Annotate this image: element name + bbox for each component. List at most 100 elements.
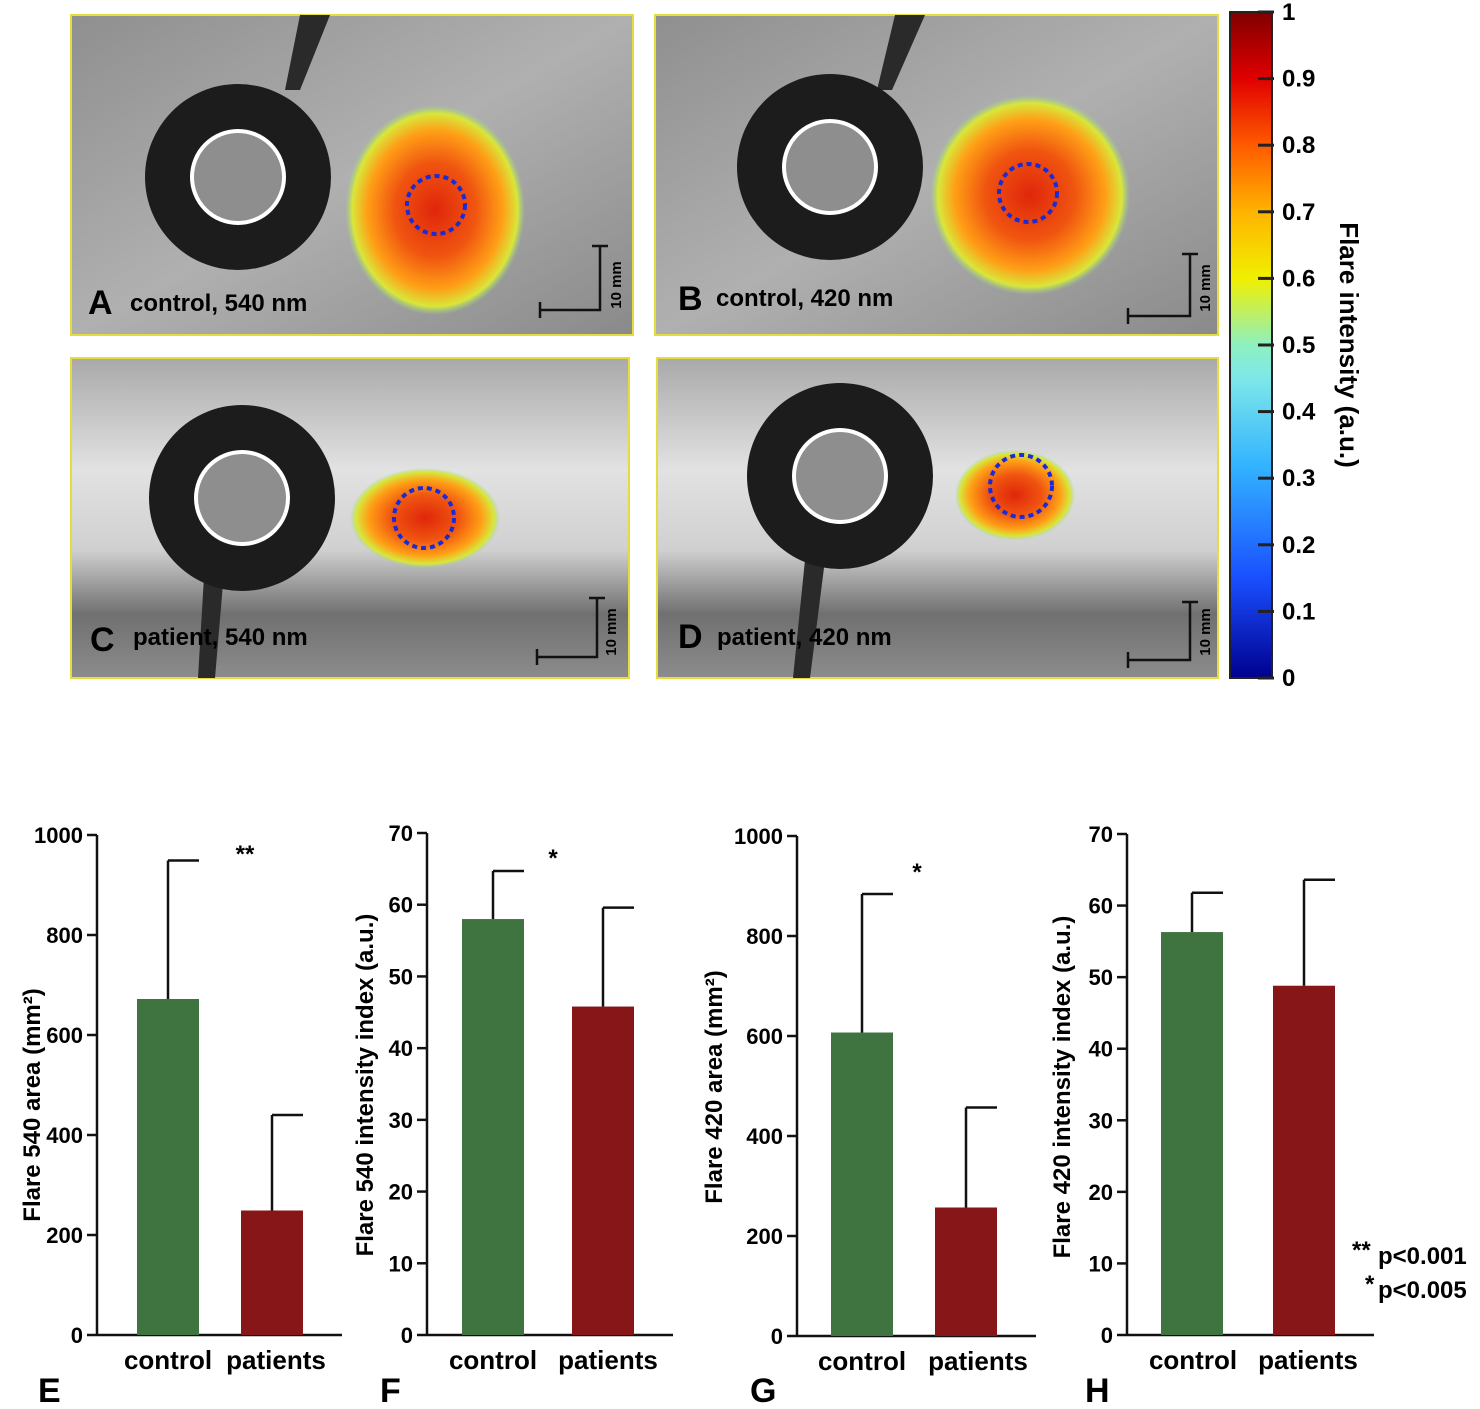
panel-d-scale-bar (1126, 600, 1198, 668)
y-tick-label: 50 (389, 964, 413, 989)
panel-b-aperture (782, 119, 878, 215)
y-tick-label: 800 (46, 923, 83, 948)
y-tick-label: 60 (1089, 894, 1113, 919)
y-tick-label: 600 (46, 1023, 83, 1048)
panel-b-scale-bar (1126, 252, 1198, 324)
panel-d-roi (988, 453, 1054, 519)
bar-patients (241, 1210, 303, 1335)
legend-stars-1: ** (1352, 1237, 1371, 1264)
significance-marker: * (912, 859, 922, 886)
significance-marker: * (548, 845, 558, 872)
category-label: patients (226, 1345, 326, 1375)
panel-d-aperture (792, 428, 888, 524)
legend-text-1: p<0.001 (1378, 1243, 1467, 1270)
y-tick-label: 200 (46, 1223, 83, 1248)
panel-c-flare (350, 468, 500, 568)
y-tick-label: 30 (389, 1108, 413, 1133)
panel-a: 10 mm A control, 540 nm (70, 14, 634, 336)
panel-d-letter: D (678, 618, 703, 656)
y-axis-label: Flare 540 area (mm²) (19, 988, 46, 1221)
colorbar-tick-label: 0.1 (1282, 598, 1315, 625)
panel-b-caption: control, 420 nm (716, 285, 893, 312)
y-tick-label: 60 (389, 893, 413, 918)
panel-c-caption: patient, 540 nm (133, 624, 308, 651)
colorbar-tick-label: 0.9 (1282, 66, 1315, 93)
panel-d: 10 mm D patient, 420 nm (656, 357, 1219, 679)
panel-c-letter: C (90, 621, 115, 659)
significance-legend: ** p<0.001 * p<0.005 (1352, 1237, 1467, 1304)
panel-b-probe (877, 15, 925, 90)
category-label: patients (558, 1345, 658, 1375)
colorbar-tick-label: 0.3 (1282, 465, 1315, 492)
y-axis-label: Flare 420 area (mm²) (701, 970, 728, 1203)
panel-c-scale-label: 10 mm (603, 608, 620, 656)
bar-chart-h: 0 10 20 30 40 50 60 70 Flare 420 intensity index… (1049, 822, 1374, 1409)
chart-letter: H (1085, 1372, 1110, 1409)
category-label: control (1149, 1345, 1237, 1375)
y-tick-label: 0 (1101, 1323, 1113, 1348)
y-tick-label: 10 (1089, 1251, 1113, 1276)
y-tick-label: 40 (389, 1036, 413, 1061)
category-label: control (449, 1345, 537, 1375)
panel-b: 10 mm B control, 420 nm (654, 14, 1219, 336)
panel-a-scale-bar (538, 244, 608, 318)
panel-b-letter: B (678, 280, 703, 318)
bar-control (1161, 932, 1223, 1335)
bar-chart-f: 0 10 20 30 40 50 60 70 Flare 540 intensity index… (352, 821, 673, 1409)
panel-d-scale-label: 10 mm (1197, 608, 1214, 656)
colorbar-tick-label: 0.5 (1282, 332, 1315, 359)
chart-letter: G (750, 1372, 776, 1409)
panel-a-scale-label: 10 mm (608, 261, 625, 309)
bar-patients (1273, 985, 1335, 1335)
panel-a-flare (345, 105, 525, 315)
y-tick-label: 0 (771, 1324, 783, 1349)
category-label: patients (928, 1346, 1028, 1376)
category-label: patients (1258, 1345, 1358, 1375)
colorbar-label: Flare intensity (a.u.) (1334, 222, 1364, 468)
panel-c: 10 mm C patient, 540 nm (70, 357, 630, 679)
panel-c-roi (392, 486, 456, 550)
legend-text-2: p<0.005 (1378, 1277, 1467, 1304)
bar-chart-e: 0 200 400 600 800 1000 Flare 540 area (mm²) con… (19, 823, 342, 1409)
panel-c-probe (198, 560, 225, 678)
panel-d-flare (955, 450, 1075, 540)
y-tick-label: 0 (71, 1323, 83, 1348)
bar-control (831, 1032, 893, 1336)
y-tick-label: 200 (746, 1224, 783, 1249)
colorbar: Flare intensity (a.u.) 0 0.1 0.2 0.3 0.4 0.5 0… (1229, 0, 1364, 692)
bar-control (462, 919, 524, 1335)
bar-control (137, 999, 199, 1335)
y-tick-label: 70 (389, 821, 413, 846)
y-tick-label: 400 (46, 1123, 83, 1148)
panel-b-flare (930, 95, 1130, 295)
panel-a-roi (405, 174, 467, 236)
y-tick-label: 20 (389, 1180, 413, 1205)
y-axis-label: Flare 540 intensity index (a.u.) (352, 914, 379, 1257)
panel-d-caption: patient, 420 nm (717, 624, 892, 651)
colorbar-tick-label: 0 (1282, 665, 1295, 692)
y-axis-label: Flare 420 intensity index (a.u.) (1049, 916, 1076, 1259)
category-label: control (124, 1345, 212, 1375)
y-tick-label: 30 (1089, 1108, 1113, 1133)
bar-patients (935, 1207, 997, 1336)
y-tick-label: 0 (401, 1323, 413, 1348)
colorbar-tick-label: 0.7 (1282, 199, 1315, 226)
colorbar-tick-label: 1 (1282, 0, 1295, 26)
panel-d-image (656, 357, 1219, 679)
bar-patients (572, 1006, 634, 1335)
y-tick-label: 400 (746, 1124, 783, 1149)
panel-a-aperture (190, 129, 286, 225)
colorbar-tick-label: 0.4 (1282, 399, 1316, 426)
colorbar-tick-label: 0.6 (1282, 265, 1315, 292)
panel-b-scale-label: 10 mm (1197, 264, 1214, 312)
panel-a-probe (285, 15, 330, 90)
y-tick-label: 1000 (34, 823, 83, 848)
significance-marker: ** (236, 841, 255, 868)
bar-chart-g: 0 200 400 600 800 1000 Flare 420 area (mm²) con… (701, 824, 1036, 1409)
y-tick-label: 70 (1089, 822, 1113, 847)
panel-b-roi (997, 162, 1059, 224)
colorbar-tick-label: 0.8 (1282, 132, 1315, 159)
chart-letter: F (380, 1372, 401, 1409)
